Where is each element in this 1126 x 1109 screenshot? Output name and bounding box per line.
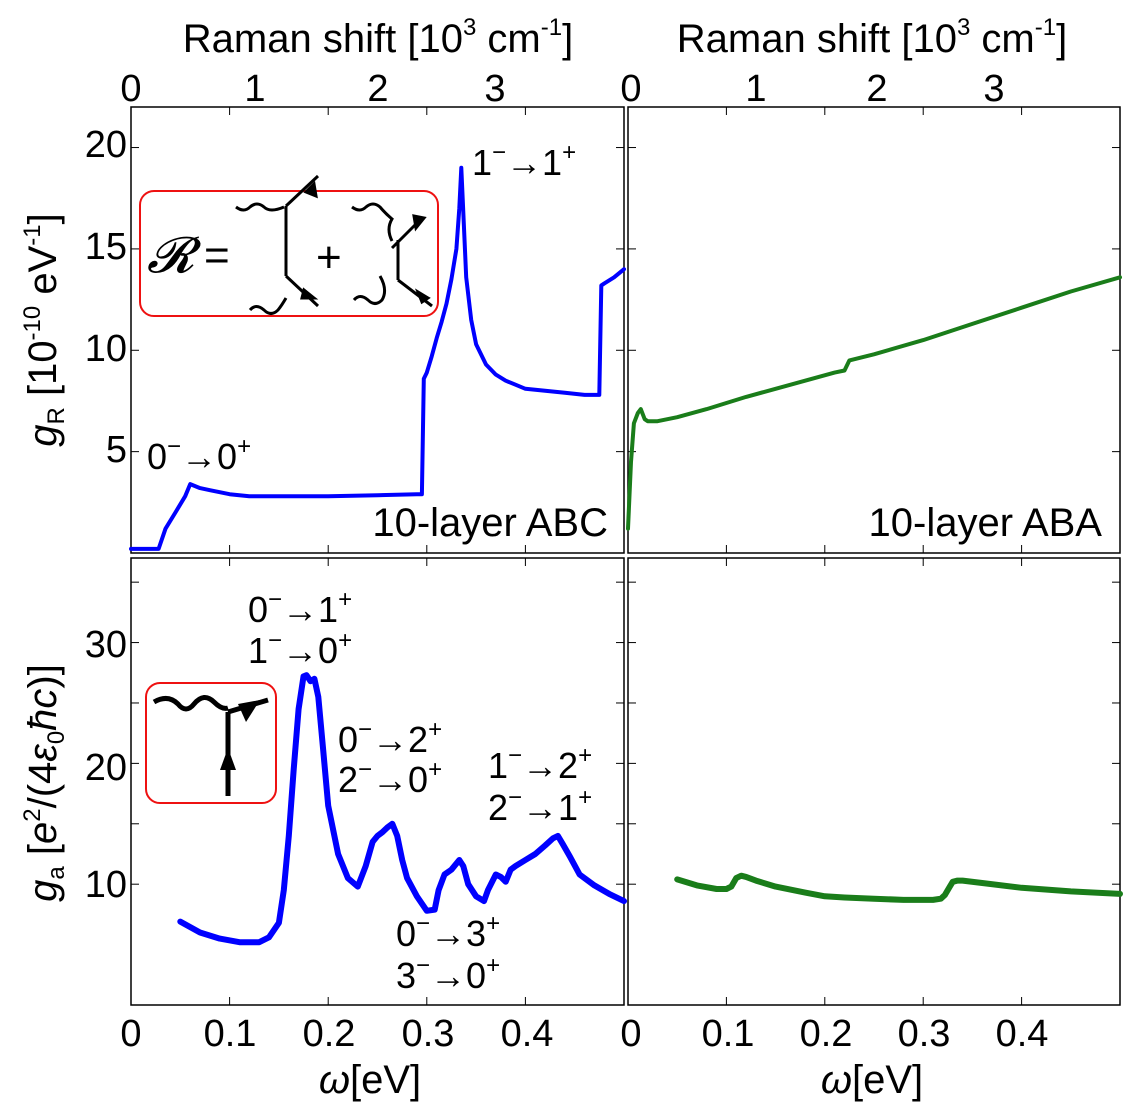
annotation-line: 1−→2+ (488, 742, 592, 786)
series-line (177, 672, 627, 946)
inset-frame (139, 190, 439, 317)
x-tick-label: 0.3 (898, 1013, 951, 1055)
annotation-1minus-1plus: 1−→1+ (472, 139, 576, 183)
top-tick-label: 2 (866, 68, 887, 110)
annotation-0minus-0plus: 0−→0+ (147, 433, 251, 477)
panel-aba-absorption (627, 557, 1123, 1006)
y-tick-label: 15 (85, 226, 127, 268)
top-tick-label: 0 (120, 68, 141, 110)
y-axis-label-top: gR [10-10 eV-1] (19, 213, 70, 447)
plus-sign: + (316, 233, 342, 282)
x-tick-label: 0.3 (402, 1013, 455, 1055)
x-axis-title-left: ω[eV] (319, 1058, 421, 1102)
y-axis-label-bottom: ga [e2/(4ε0ħc)] (19, 664, 70, 902)
y-tick-label: 20 (85, 124, 127, 166)
annotation-line: 1−→0+ (248, 627, 352, 671)
annotation-line: 0−→2+ (338, 716, 442, 760)
x-tick-label: 0.1 (204, 1013, 257, 1055)
top-tick-labels-right: 0 1 2 3 (620, 68, 1004, 110)
x-tick-labels-left: 0 0.1 0.2 0.3 0.4 (120, 1013, 553, 1055)
annotation-line: 0−→3+ (396, 910, 500, 954)
raman-symbol: 𝓡 (147, 227, 202, 283)
series-line (626, 275, 1122, 531)
plot-frame (627, 106, 1121, 554)
absorption-diagram-inset (145, 682, 277, 804)
top-tick-label: 2 (367, 68, 388, 110)
x-tick-label: 0 (620, 1013, 641, 1055)
plot-frame (130, 557, 625, 1006)
annotation-group-01: 0−→1+ 1−→0+ (248, 586, 352, 671)
series-line (674, 872, 1123, 903)
panel-abc-raman (129, 106, 626, 554)
y-tick-labels-bottom: 10 20 30 (85, 624, 127, 906)
plot-frame (130, 106, 625, 554)
top-tick-label: 3 (484, 68, 505, 110)
y-tick-label: 10 (85, 864, 127, 906)
x-tick-label: 0 (120, 1013, 141, 1055)
panel-abc-absorption (130, 557, 627, 1006)
top-axis-title-left: Raman shift [103 cm-1] (183, 14, 573, 61)
feynman-diagram-2-icon (351, 202, 433, 308)
top-tick-label: 3 (983, 68, 1004, 110)
series-line (129, 165, 626, 551)
y-tick-label: 20 (85, 747, 127, 789)
panel-label-abc: 10-layer ABC (372, 501, 608, 545)
annotation-line: 2−→1+ (488, 784, 592, 828)
annotation-line: 0−→1+ (248, 586, 352, 630)
plot-frame (627, 557, 1121, 1006)
feynman-vertex-icon (152, 695, 269, 796)
y-tick-labels-top: 5 10 15 20 (85, 124, 127, 471)
feynman-diagram-1-icon (235, 174, 320, 315)
x-axis-title-right: ω[eV] (821, 1058, 923, 1102)
annotation-group-02: 0−→2+ 2−→0+ (338, 716, 442, 800)
annotation-line: 2−→0+ (338, 756, 442, 800)
top-tick-label: 0 (620, 68, 641, 110)
top-tick-label: 1 (244, 68, 265, 110)
y-tick-label: 10 (85, 328, 127, 370)
annotation-group-03: 0−→3+ 3−→0+ (396, 910, 500, 996)
y-tick-label: 30 (85, 624, 127, 666)
panel-label-aba: 10-layer ABA (869, 501, 1103, 545)
x-tick-label: 0.4 (996, 1013, 1049, 1055)
top-tick-label: 1 (745, 68, 766, 110)
top-tick-labels-left: 0 1 2 3 (120, 68, 505, 110)
panel-aba-raman (626, 106, 1122, 554)
x-tick-label: 0.2 (303, 1013, 356, 1055)
y-tick-label: 5 (106, 429, 127, 471)
x-tick-label: 0.4 (501, 1013, 554, 1055)
annotation-group-12: 1−→2+ 2−→1+ (488, 742, 592, 828)
x-tick-labels-right: 0 0.1 0.2 0.3 0.4 (620, 1013, 1048, 1055)
raman-diagram-inset: 𝓡 = + (139, 174, 439, 317)
top-axis-title-right: Raman shift [103 cm-1] (677, 14, 1067, 61)
x-tick-label: 0.2 (800, 1013, 853, 1055)
x-tick-label: 0.1 (702, 1013, 755, 1055)
equals-sign: = (204, 231, 230, 280)
annotation-line: 3−→0+ (396, 952, 500, 996)
